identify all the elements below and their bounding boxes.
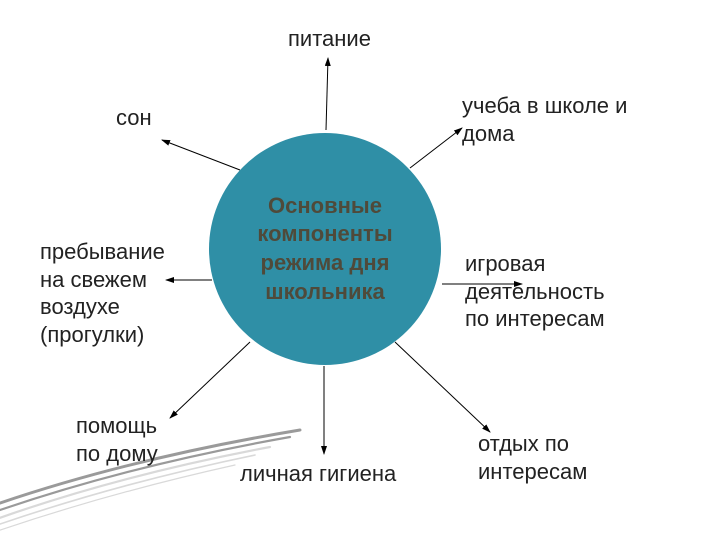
label-l: пребывание на свежем воздухе (прогулки): [40, 238, 165, 348]
center-circle-text: Основные компоненты режима дня школьника: [219, 192, 431, 306]
label-b: личная гигиена: [240, 460, 396, 488]
label-br: отдых по интересам: [478, 430, 587, 485]
arrow-top: [326, 58, 328, 130]
arrow-tl: [162, 140, 240, 170]
label-r: игровая деятельность по интересам: [465, 250, 605, 333]
label-tr: учеба в школе и дома: [462, 92, 627, 147]
label-top: питание: [288, 25, 371, 53]
arrow-br: [395, 342, 490, 432]
arrow-tr: [410, 128, 462, 168]
label-tl: сон: [116, 104, 152, 132]
diagram-stage: Основные компоненты режима дня школьника…: [0, 0, 720, 540]
center-circle: Основные компоненты режима дня школьника: [209, 133, 441, 365]
arrow-bl: [170, 342, 250, 418]
label-bl: помощь по дому: [76, 412, 158, 467]
